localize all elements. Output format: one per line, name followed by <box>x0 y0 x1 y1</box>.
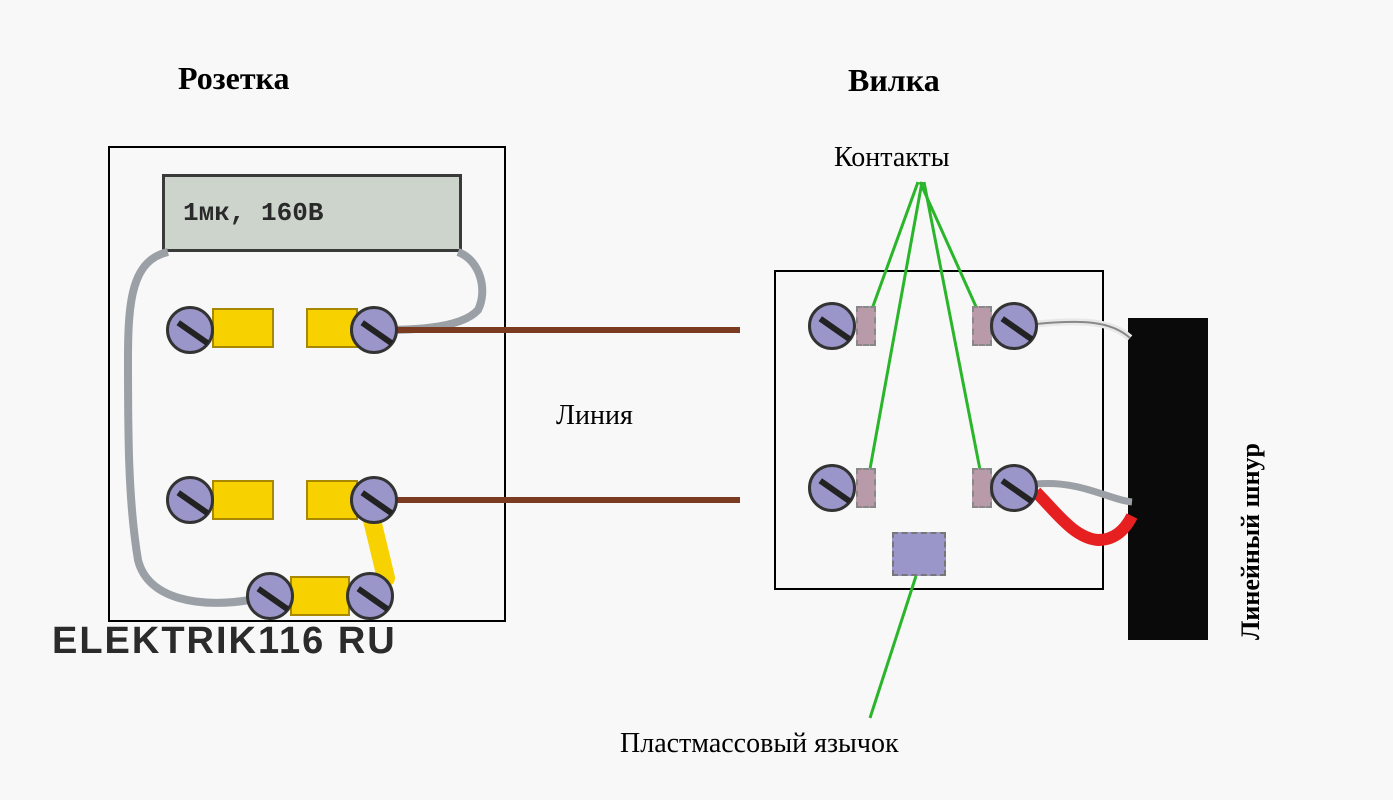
screw-plug-3 <box>808 464 856 512</box>
wire-grey-socket <box>128 252 250 603</box>
screw-plug-4 <box>990 464 1038 512</box>
contact-pink-1 <box>856 306 876 346</box>
diagram-canvas: Розетка Вилка Контакты Линия Пластмассов… <box>0 0 1393 800</box>
screw-plug-2 <box>990 302 1038 350</box>
contact-pink-2 <box>972 306 992 346</box>
screw-socket-5 <box>246 572 294 620</box>
contact-pink-3 <box>856 468 876 508</box>
wire-yellow-jumper <box>372 520 386 578</box>
screw-socket-3 <box>166 476 214 524</box>
wires-layer <box>0 0 1393 800</box>
wire-green-3 <box>868 182 922 480</box>
screw-socket-6 <box>346 572 394 620</box>
watermark: ELEKTRIK116 RU <box>52 620 397 663</box>
tongue-block <box>892 532 946 576</box>
terminal-yellow-3 <box>212 480 274 520</box>
terminal-yellow-5 <box>290 576 350 616</box>
terminal-yellow-1 <box>212 308 274 348</box>
screw-socket-2 <box>350 306 398 354</box>
wire-green-tongue <box>870 576 916 718</box>
screw-socket-1 <box>166 306 214 354</box>
screw-socket-4 <box>350 476 398 524</box>
screw-plug-1 <box>808 302 856 350</box>
contact-pink-4 <box>972 468 992 508</box>
